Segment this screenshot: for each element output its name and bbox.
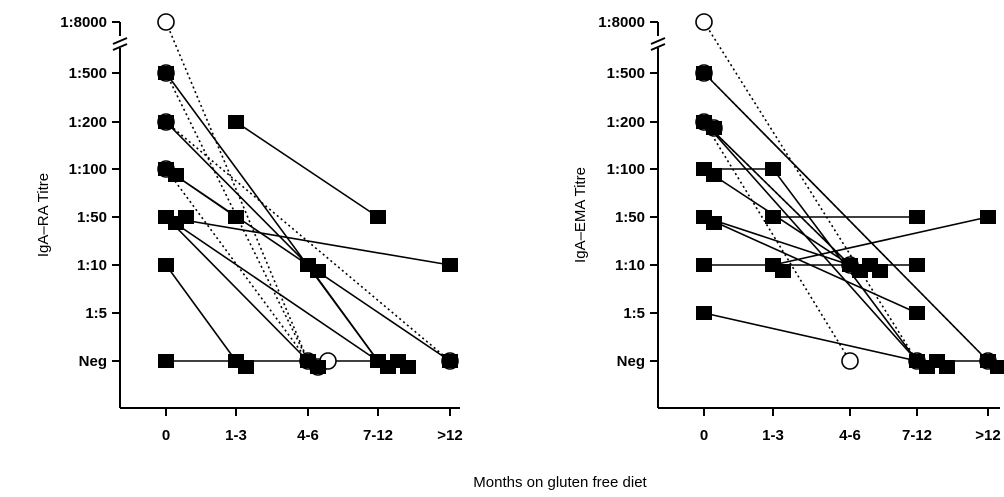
data-point-filled-square bbox=[696, 306, 712, 320]
series-line-solid bbox=[165, 216, 379, 362]
y-tick-label: 1:50 bbox=[77, 209, 107, 226]
series-line-solid bbox=[772, 216, 989, 266]
y-axis-break-mark bbox=[112, 43, 128, 51]
x-axis-title-shared: Months on gluten free diet bbox=[473, 474, 647, 491]
data-point-filled-square bbox=[706, 216, 722, 230]
y-tick-label: 1:5 bbox=[85, 305, 107, 322]
y-tick-label: 1:200 bbox=[69, 114, 107, 131]
data-point-filled-square bbox=[765, 210, 781, 224]
data-point-filled-square bbox=[706, 121, 722, 135]
data-point-filled-square bbox=[696, 258, 712, 272]
x-tick-label: 0 bbox=[700, 427, 708, 444]
y-axis-break-mark bbox=[112, 37, 128, 45]
y-tick-label: 1:500 bbox=[69, 65, 107, 82]
series-line-solid bbox=[235, 121, 379, 218]
data-point-filled-square bbox=[158, 66, 174, 80]
y-axis-break-mark bbox=[650, 37, 666, 45]
y-tick-label: 1:100 bbox=[607, 161, 645, 178]
x-tick-label: 4-6 bbox=[839, 427, 861, 444]
data-point-filled-square bbox=[442, 258, 458, 272]
data-point-filled-square bbox=[990, 360, 1004, 374]
y-tick-label: 1:5 bbox=[623, 305, 645, 322]
data-point-filled-square bbox=[980, 210, 996, 224]
x-tick-label: 1-3 bbox=[225, 427, 247, 444]
y-tick-label: Neg bbox=[617, 353, 645, 370]
x-tick-label: >12 bbox=[437, 427, 462, 444]
data-point-filled-square bbox=[442, 354, 458, 368]
data-point-filled-square bbox=[765, 162, 781, 176]
x-tick-label: 7-12 bbox=[363, 427, 393, 444]
chart-panel-ema: Neg 1:5 1:10 1:50 1:100 1:200 1:500 1:8000 0 1-3 4… bbox=[572, 13, 1004, 444]
y-tick-label: 1:200 bbox=[607, 114, 645, 131]
series-line-solid bbox=[703, 121, 918, 362]
series-line-solid bbox=[703, 121, 851, 266]
data-point-filled-square bbox=[872, 264, 888, 278]
data-point-open-circle bbox=[841, 352, 859, 370]
series-line-dotted bbox=[165, 21, 309, 362]
y-tick-label: 1:50 bbox=[615, 209, 645, 226]
y-tick-label: Neg bbox=[79, 353, 107, 370]
data-point-filled-square bbox=[909, 258, 925, 272]
series-line-solid bbox=[165, 216, 309, 362]
data-point-open-circle bbox=[157, 13, 175, 31]
data-point-filled-square bbox=[310, 360, 326, 374]
y-tick-label: 1:100 bbox=[69, 161, 107, 178]
data-point-filled-square bbox=[939, 360, 955, 374]
data-point-filled-square bbox=[228, 115, 244, 129]
x-tick-label: 7-12 bbox=[902, 427, 932, 444]
data-point-filled-square bbox=[696, 66, 712, 80]
y-tick-label: 1:8000 bbox=[60, 14, 107, 31]
data-point-filled-square bbox=[775, 264, 791, 278]
series-line-solid bbox=[165, 121, 309, 266]
series-line-solid bbox=[307, 264, 379, 362]
series-line-solid bbox=[703, 312, 918, 362]
data-point-filled-square bbox=[158, 115, 174, 129]
data-point-filled-square bbox=[370, 210, 386, 224]
data-point-filled-square bbox=[400, 360, 416, 374]
chart-panel-ra: Neg 1:5 1:10 1:50 1:100 1:200 1:500 1:8000 0 1-3 4… bbox=[35, 13, 463, 444]
y-axis-title: IgA–EMA Titre bbox=[572, 167, 589, 263]
x-tick-label: 1-3 bbox=[762, 427, 784, 444]
x-tick-label: >12 bbox=[975, 427, 1000, 444]
data-point-filled-square bbox=[178, 210, 194, 224]
data-point-filled-square bbox=[158, 354, 174, 368]
x-tick-label: 0 bbox=[162, 427, 170, 444]
series-line-dotted bbox=[703, 21, 918, 362]
y-tick-label: 1:10 bbox=[615, 257, 645, 274]
x-tick-label: 4-6 bbox=[297, 427, 319, 444]
data-point-filled-square bbox=[909, 306, 925, 320]
data-point-open-circle bbox=[695, 13, 713, 31]
y-tick-label: 1:10 bbox=[77, 257, 107, 274]
data-point-filled-square bbox=[158, 258, 174, 272]
y-tick-label: 1:500 bbox=[607, 65, 645, 82]
data-point-filled-square bbox=[909, 210, 925, 224]
data-point-filled-square bbox=[310, 264, 326, 278]
y-tick-label: 1:8000 bbox=[598, 14, 645, 31]
data-point-filled-square bbox=[228, 210, 244, 224]
data-point-filled-square bbox=[168, 168, 184, 182]
y-axis-title: IgA–RA Titre bbox=[35, 173, 52, 257]
data-point-filled-square bbox=[238, 360, 254, 374]
data-point-filled-square bbox=[706, 168, 722, 182]
series-line-solid bbox=[165, 216, 451, 266]
y-axis-break-mark bbox=[650, 43, 666, 51]
series-line-solid bbox=[165, 264, 237, 362]
